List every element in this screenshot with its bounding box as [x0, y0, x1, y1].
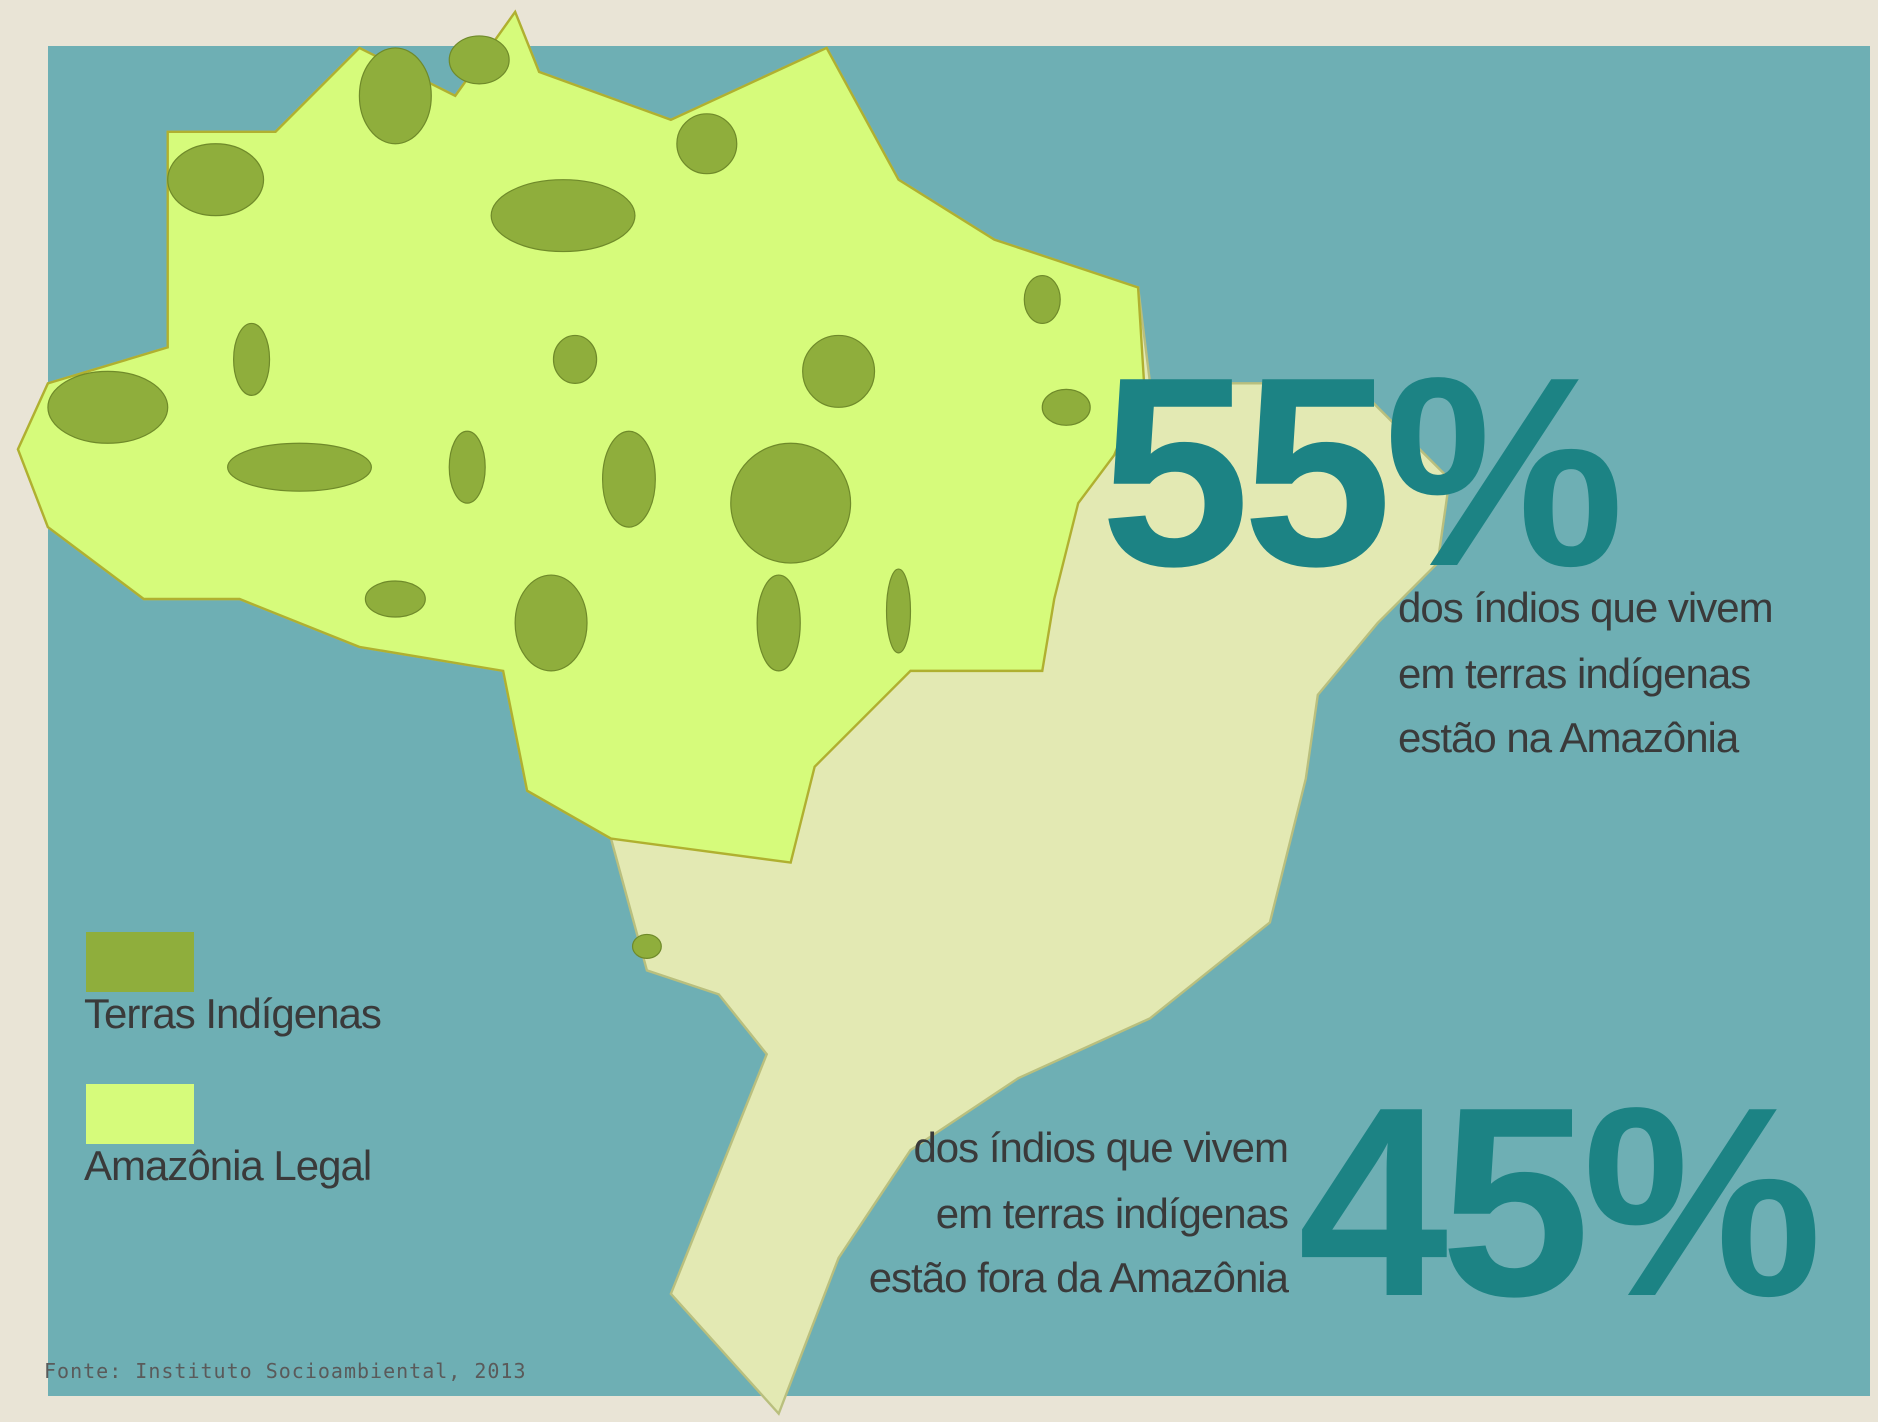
stat-figure: 55% [1100, 322, 1621, 623]
stat-figure: 45% [1298, 1052, 1819, 1353]
stat-caption: dos índios que vivem [1398, 584, 1773, 631]
legend-swatch [86, 1084, 194, 1144]
stat-caption: estão fora da Amazônia [869, 1254, 1290, 1301]
stat-caption: estão na Amazônia [1398, 714, 1740, 761]
stat-caption: dos índios que vivem [913, 1124, 1288, 1171]
legend-swatch [86, 932, 194, 992]
source-note: Fonte: Instituto Socioambiental, 2013 [44, 1359, 527, 1383]
stat-caption: em terras indígenas [1398, 650, 1750, 697]
legend-label: Terras Indígenas [84, 990, 381, 1037]
infographic: Terras IndígenasAmazônia Legal55%dos índ… [0, 0, 1878, 1422]
stat-caption: em terras indígenas [936, 1190, 1288, 1237]
legend-label: Amazônia Legal [84, 1142, 371, 1189]
